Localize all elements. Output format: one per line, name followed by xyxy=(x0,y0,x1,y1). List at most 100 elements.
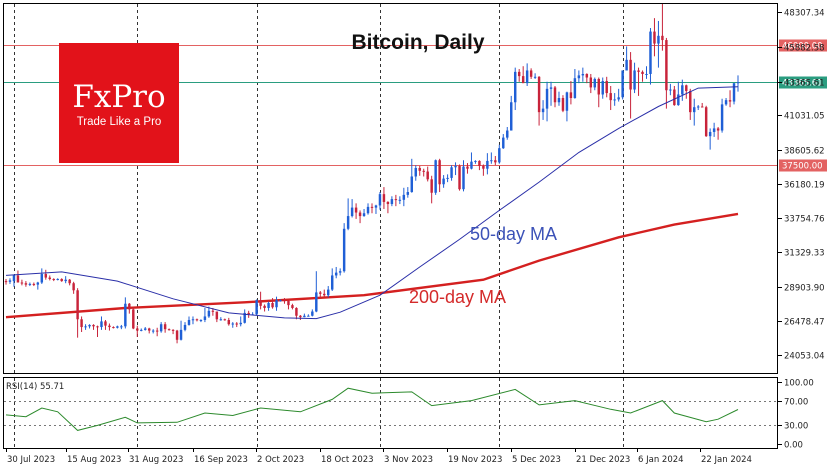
candle-body xyxy=(693,107,696,113)
candle-body xyxy=(8,280,12,282)
bullish-candle xyxy=(450,165,453,181)
bullish-candle xyxy=(442,175,445,188)
candle-body xyxy=(223,319,227,321)
candle-body xyxy=(494,160,497,163)
candle-body xyxy=(179,329,183,340)
time-tick-label: 5 Dec 2023 xyxy=(512,455,561,465)
bearish-candle xyxy=(223,318,227,321)
time-tick-label: 18 Oct 2023 xyxy=(321,455,374,465)
bearish-candle xyxy=(136,325,139,337)
bullish-candle xyxy=(350,199,354,218)
bearish-candle xyxy=(597,77,600,108)
bearish-candle xyxy=(259,291,262,310)
candle-body xyxy=(144,328,147,330)
candle-body xyxy=(147,328,151,331)
bearish-candle xyxy=(44,269,48,280)
price-tick-label: 26478.47 xyxy=(784,318,825,328)
candle-body xyxy=(653,31,656,44)
candle-body xyxy=(673,89,676,106)
candle-body xyxy=(454,165,457,168)
bullish-candle xyxy=(374,204,378,214)
bullish-candle xyxy=(366,203,370,215)
candle-body xyxy=(625,59,628,71)
candle-body xyxy=(259,300,262,306)
ma50-annotation: 50-day MA xyxy=(470,224,557,244)
candle-body xyxy=(696,106,700,108)
rsi-panel-frame xyxy=(3,377,778,449)
bullish-candle xyxy=(88,324,91,329)
bullish-candle xyxy=(12,274,16,287)
candlestick-series xyxy=(4,4,740,344)
bullish-candle xyxy=(657,20,660,68)
bearish-candle xyxy=(482,164,485,176)
candle-body xyxy=(502,137,505,149)
bullish-candle xyxy=(565,91,569,122)
candle-body xyxy=(199,319,203,321)
candle-body xyxy=(215,311,219,320)
bearish-candle xyxy=(561,95,565,113)
candle-body xyxy=(581,73,585,76)
candle-body xyxy=(442,178,445,185)
bearish-candle xyxy=(458,164,461,191)
candle-body xyxy=(44,274,48,278)
candle-body xyxy=(175,330,179,340)
candle-body xyxy=(72,283,75,291)
candle-body xyxy=(482,165,485,169)
candle-body xyxy=(295,307,298,316)
price-level-tag xyxy=(779,39,827,52)
fxpro-logo: FxPro Trade Like a Pro xyxy=(59,43,179,163)
price-tick-label: 24053.04 xyxy=(784,352,825,362)
bearish-candle xyxy=(585,73,589,84)
bearish-candle xyxy=(517,69,521,82)
candle-body xyxy=(40,274,44,283)
bullish-candle xyxy=(362,209,366,217)
time-tick-label: 6 Jan 2024 xyxy=(638,455,684,465)
candle-body xyxy=(319,292,322,294)
bearish-candle xyxy=(92,324,95,330)
bullish-candle xyxy=(454,162,457,176)
bullish-candle xyxy=(414,165,417,181)
candle-body xyxy=(275,300,278,308)
time-tick-label: 21 Dec 2023 xyxy=(576,455,630,465)
bullish-candle xyxy=(207,306,211,318)
candle-body xyxy=(171,329,175,331)
chart-title: Bitcoin, Daily xyxy=(351,31,484,54)
candle-body xyxy=(370,206,374,208)
candle-body xyxy=(255,300,258,315)
candle-body xyxy=(291,305,294,308)
candle-body xyxy=(498,148,501,163)
bearish-candle xyxy=(494,155,497,166)
candle-body xyxy=(430,179,433,193)
candle-body xyxy=(458,165,461,190)
bullish-candle xyxy=(303,313,306,318)
candle-body xyxy=(96,326,99,328)
candle-body xyxy=(665,40,668,91)
bullish-candle xyxy=(199,319,203,323)
bearish-candle xyxy=(685,84,688,99)
price-tick-label: 48307.34 xyxy=(784,9,825,19)
price-level-tag xyxy=(779,76,827,89)
bearish-candle xyxy=(382,187,386,209)
bearish-candle xyxy=(155,327,159,337)
candle-body xyxy=(724,100,728,105)
candle-body xyxy=(557,98,561,103)
candle-body xyxy=(159,324,163,332)
time-tick-label: 31 Aug 2023 xyxy=(129,455,183,465)
candle-body xyxy=(712,128,716,132)
candle-body xyxy=(267,303,270,308)
bearish-candle xyxy=(386,201,390,214)
bullish-candle xyxy=(533,73,537,79)
candle-body xyxy=(108,325,111,328)
bearish-candle xyxy=(422,168,425,177)
bullish-candle xyxy=(124,297,127,329)
candle-body xyxy=(605,81,608,94)
rsi-line xyxy=(5,387,739,431)
candle-body xyxy=(64,279,67,282)
bearish-candle xyxy=(354,203,358,219)
bearish-candle xyxy=(426,166,429,182)
bearish-candle xyxy=(132,307,135,330)
candle-body xyxy=(434,160,437,193)
bearish-candle xyxy=(167,328,171,331)
candle-body xyxy=(247,312,250,315)
